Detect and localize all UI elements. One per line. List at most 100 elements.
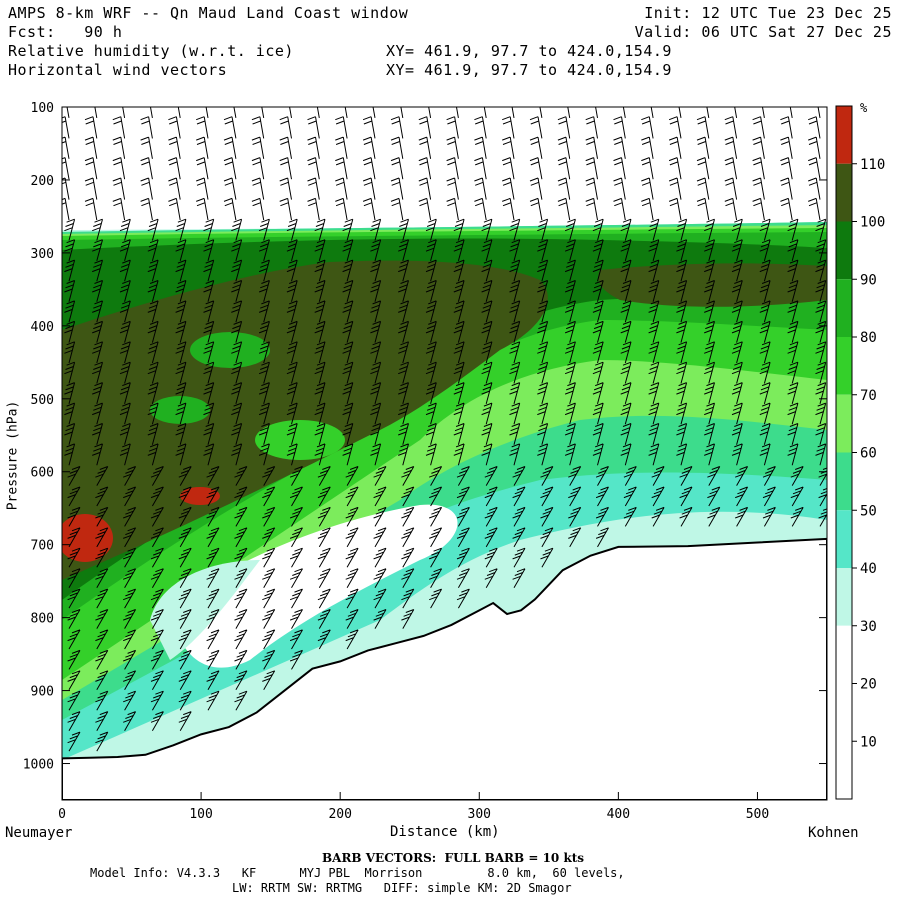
x-tick-label: 100 bbox=[189, 807, 212, 822]
wind-barb bbox=[595, 466, 609, 486]
wind-barb bbox=[537, 239, 549, 262]
wind-barb bbox=[251, 116, 265, 139]
wind-barb bbox=[620, 320, 632, 343]
wind-barb bbox=[509, 443, 521, 466]
wind-barb bbox=[704, 361, 715, 384]
wind-barb bbox=[289, 568, 303, 588]
wind-barb bbox=[342, 443, 354, 466]
wind-barb bbox=[648, 218, 660, 241]
wind-barb bbox=[150, 506, 164, 527]
wind-barb bbox=[67, 670, 81, 691]
wind-barb bbox=[648, 280, 660, 302]
wind-barb bbox=[147, 300, 159, 323]
wind-barb bbox=[425, 423, 437, 445]
wind-barb bbox=[453, 280, 465, 302]
wind-barb bbox=[474, 157, 487, 180]
wind-barb bbox=[373, 609, 387, 629]
wind-barb bbox=[345, 588, 359, 609]
wind-barb bbox=[481, 300, 493, 323]
wind-barb bbox=[175, 300, 187, 323]
wind-barb bbox=[92, 443, 103, 466]
wind-barb bbox=[342, 239, 354, 262]
wind-barb bbox=[92, 300, 103, 323]
wind-barb bbox=[289, 486, 303, 507]
wind-barb bbox=[592, 443, 604, 466]
wind-barb bbox=[67, 731, 81, 752]
wind-barb bbox=[592, 218, 604, 241]
wind-barb bbox=[704, 218, 715, 241]
wind-barb bbox=[418, 116, 432, 139]
wind-barb bbox=[251, 157, 265, 180]
wind-barb bbox=[759, 218, 771, 241]
wind-barb bbox=[390, 197, 404, 221]
wind-barb bbox=[453, 218, 465, 241]
wind-barb bbox=[307, 136, 320, 159]
wind-barb bbox=[564, 402, 576, 425]
wind-barb bbox=[203, 259, 215, 282]
wind-barb bbox=[707, 506, 721, 527]
wind-barb bbox=[484, 527, 498, 548]
wind-barb bbox=[390, 136, 404, 159]
wind-barb bbox=[474, 136, 487, 159]
wind-barb bbox=[735, 486, 749, 507]
wind-barb bbox=[231, 218, 243, 241]
wind-barb bbox=[92, 382, 103, 405]
wind-barb bbox=[150, 486, 164, 507]
wind-barb bbox=[446, 116, 459, 139]
wind-barb bbox=[119, 382, 131, 405]
wind-barb bbox=[335, 116, 348, 139]
wind-barb bbox=[790, 506, 804, 527]
wind-barb bbox=[623, 466, 637, 486]
wind-barb bbox=[668, 157, 682, 180]
wind-barb bbox=[398, 280, 409, 302]
wind-barb bbox=[425, 402, 437, 425]
wind-barb bbox=[453, 443, 465, 466]
wind-barb bbox=[314, 341, 326, 364]
wind-barb bbox=[474, 197, 487, 221]
wind-barb bbox=[140, 157, 153, 180]
wind-barb bbox=[509, 402, 521, 425]
wind-barb bbox=[279, 197, 292, 221]
wind-barb bbox=[731, 423, 743, 445]
wind-barb bbox=[123, 547, 137, 568]
wind-barb bbox=[418, 136, 432, 159]
wind-barb bbox=[362, 177, 376, 200]
wind-barb bbox=[752, 116, 765, 139]
wind-barb bbox=[752, 136, 765, 159]
wind-barb bbox=[112, 157, 126, 180]
wind-barb bbox=[370, 423, 382, 445]
wind-barb bbox=[401, 486, 415, 507]
terrain-mask bbox=[62, 537, 827, 800]
wind-barb bbox=[203, 300, 215, 323]
wind-barb bbox=[62, 157, 70, 180]
wind-barb bbox=[564, 218, 576, 241]
wind-barb bbox=[762, 466, 776, 486]
wind-barb bbox=[564, 239, 576, 262]
wind-barb bbox=[668, 136, 682, 159]
wind-barb bbox=[815, 280, 827, 302]
wind-barb bbox=[279, 157, 292, 180]
wind-barb bbox=[502, 116, 515, 139]
wind-barb bbox=[147, 382, 159, 405]
wind-barb bbox=[84, 136, 98, 159]
wind-barb bbox=[289, 588, 303, 609]
wind-barb bbox=[150, 670, 164, 691]
wind-barb bbox=[808, 136, 821, 159]
wind-barb bbox=[759, 300, 771, 323]
wind-barb bbox=[537, 402, 549, 425]
wind-barb bbox=[401, 506, 415, 527]
wind-barb bbox=[342, 423, 354, 445]
wind-barb bbox=[484, 568, 498, 588]
wind-barb bbox=[564, 341, 576, 364]
wind-barb bbox=[95, 670, 109, 691]
wind-barb bbox=[168, 136, 181, 159]
wind-barb bbox=[314, 300, 326, 323]
wind-barb bbox=[481, 239, 493, 262]
x-axis-label: Distance (km) bbox=[390, 824, 500, 840]
wind-barb bbox=[150, 629, 164, 650]
wind-barb bbox=[724, 157, 738, 180]
colorbar-swatch bbox=[836, 568, 852, 626]
wind-barb bbox=[168, 197, 181, 221]
wind-barb bbox=[286, 382, 298, 405]
wind-barb bbox=[481, 382, 493, 405]
